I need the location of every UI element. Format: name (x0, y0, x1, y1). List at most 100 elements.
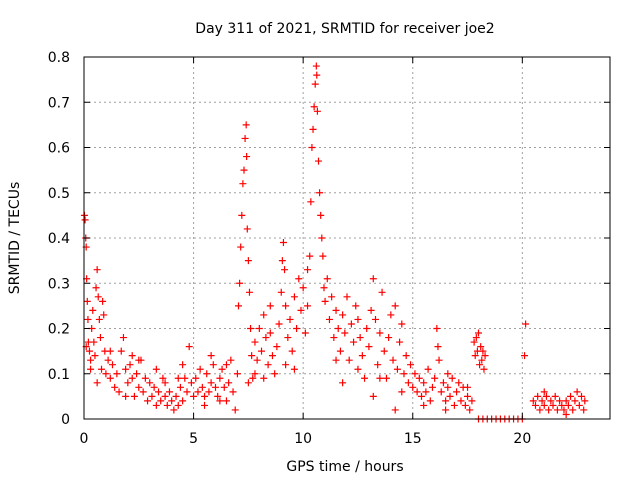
chart-title: Day 311 of 2021, SRMTID for receiver joe… (195, 21, 494, 37)
data-point (371, 315, 379, 323)
data-point (476, 361, 484, 369)
data-point (580, 406, 588, 414)
data-point (402, 352, 410, 360)
data-point (521, 352, 529, 360)
data-point (477, 343, 485, 351)
data-point (241, 134, 249, 142)
data-point (549, 401, 557, 409)
data-point (94, 293, 102, 301)
data-point (135, 356, 143, 364)
data-point (99, 297, 107, 305)
data-point (464, 383, 472, 391)
data-point (420, 379, 428, 387)
data-point (312, 62, 320, 70)
data-point (176, 383, 184, 391)
data-point (249, 374, 257, 382)
data-point (437, 388, 445, 396)
data-point (534, 392, 542, 400)
data-point (448, 374, 456, 382)
data-point (102, 370, 110, 378)
data-point (321, 297, 329, 305)
data-point (343, 293, 351, 301)
data-point (558, 401, 566, 409)
y-tick-label: 0.8 (48, 50, 70, 66)
data-point (439, 379, 447, 387)
data-point (573, 388, 581, 396)
data-point (163, 401, 171, 409)
data-point (301, 329, 309, 337)
data-point (225, 379, 233, 387)
data-point (198, 383, 206, 391)
data-point (407, 361, 415, 369)
data-point (135, 383, 143, 391)
data-point (350, 338, 358, 346)
data-point (161, 379, 169, 387)
data-point (288, 347, 296, 355)
data-point (330, 334, 338, 342)
data-point (282, 302, 290, 310)
data-point (243, 225, 251, 233)
data-point (481, 352, 489, 360)
data-point (354, 365, 362, 373)
data-point (542, 392, 550, 400)
data-point (229, 388, 237, 396)
data-point (133, 370, 141, 378)
data-point (334, 325, 342, 332)
data-point (424, 365, 432, 373)
data-points (80, 62, 589, 423)
data-point (387, 311, 395, 319)
data-point (190, 392, 198, 400)
data-point (376, 329, 384, 337)
data-point (279, 239, 287, 247)
data-point (409, 383, 417, 391)
data-point (308, 144, 316, 151)
data-point (434, 343, 442, 351)
data-point (581, 397, 589, 405)
data-point (442, 397, 450, 405)
data-point (328, 293, 336, 301)
data-point (418, 392, 426, 400)
data-point (367, 306, 375, 314)
data-point (124, 379, 132, 387)
data-point (311, 80, 319, 88)
data-point (442, 406, 450, 414)
data-point (567, 392, 575, 400)
data-point (251, 338, 259, 346)
data-point (122, 392, 130, 400)
data-point (578, 392, 586, 400)
data-point (128, 374, 136, 382)
data-point (468, 397, 476, 405)
data-point (209, 361, 217, 369)
data-point (268, 352, 276, 360)
data-point (352, 302, 360, 310)
data-point (369, 275, 377, 283)
data-point (108, 361, 116, 369)
data-point (122, 365, 130, 373)
data-point (358, 352, 366, 360)
data-point (290, 293, 298, 301)
data-point (400, 370, 408, 378)
data-point (304, 302, 312, 310)
data-point (84, 315, 92, 323)
data-point (356, 334, 364, 342)
data-point (295, 275, 303, 283)
data-point (115, 388, 123, 396)
data-point (547, 397, 555, 405)
data-point (376, 374, 384, 382)
data-point (253, 356, 261, 364)
data-point (104, 356, 112, 364)
data-point (455, 379, 463, 387)
data-point (446, 392, 454, 400)
x-tick-label: 15 (404, 431, 422, 447)
data-point (205, 388, 213, 396)
data-point (435, 356, 443, 364)
data-point (540, 388, 548, 396)
data-point (306, 252, 314, 260)
data-point (540, 401, 548, 409)
data-point (413, 388, 421, 396)
data-point (233, 370, 241, 378)
data-point (385, 334, 393, 342)
data-point (260, 374, 268, 382)
data-point (271, 370, 279, 378)
data-point (218, 365, 226, 373)
